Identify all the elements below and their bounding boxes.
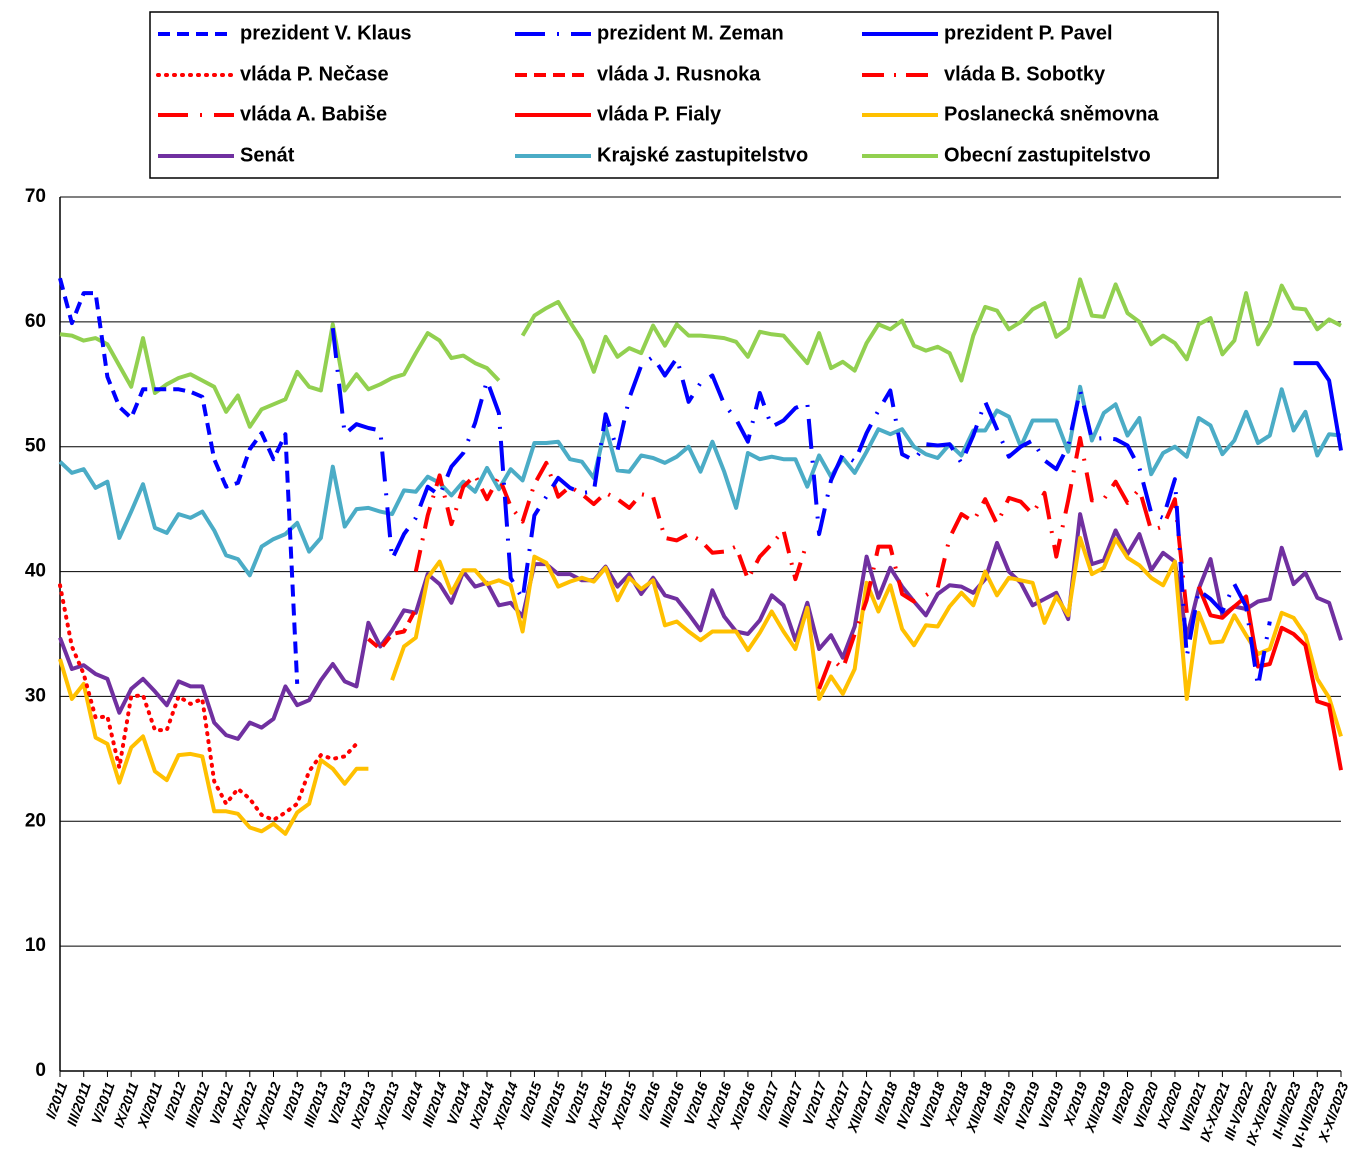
y-tick-label: 10	[25, 935, 46, 956]
legend-label: Poslanecká sněmovna	[944, 103, 1159, 125]
series-line	[367, 608, 418, 651]
series-line	[1196, 585, 1343, 771]
legend-box	[149, 11, 1219, 179]
legend-label: vláda P. Nečase	[240, 63, 389, 85]
legend-label: Krajské zastupitelstvo	[597, 144, 808, 166]
legend-label: prezident V. Klaus	[240, 22, 412, 44]
series-line	[330, 327, 1272, 689]
legend-label: vláda J. Rusnoka	[597, 63, 761, 85]
legend-label: Obecní zastupitelstvo	[944, 144, 1151, 166]
series-line	[817, 436, 1189, 690]
series-line	[58, 583, 359, 822]
series-line	[58, 512, 1343, 741]
legend-label: vláda A. Babiše	[240, 103, 387, 125]
y-tick-label: 50	[25, 436, 46, 457]
y-tick-label: 30	[25, 685, 46, 706]
legend-label: prezident P. Pavel	[944, 22, 1113, 44]
series-line	[59, 277, 1342, 429]
series-line	[58, 277, 300, 684]
y-tick-label: 0	[35, 1060, 46, 1081]
legend-label: vláda B. Sobotky	[944, 63, 1106, 85]
series-line	[58, 384, 1342, 578]
legend-label: prezident M. Zeman	[597, 22, 784, 44]
legend-label: Senát	[240, 144, 295, 166]
series-line	[1293, 361, 1343, 451]
y-tick-label: 70	[25, 186, 46, 207]
legend-label: vláda P. Fialy	[597, 103, 722, 125]
y-tick-label: 40	[25, 561, 46, 582]
y-tick-label: 60	[25, 311, 46, 332]
series-line	[58, 535, 1343, 836]
series-line	[413, 460, 810, 582]
y-tick-label: 20	[25, 810, 46, 831]
